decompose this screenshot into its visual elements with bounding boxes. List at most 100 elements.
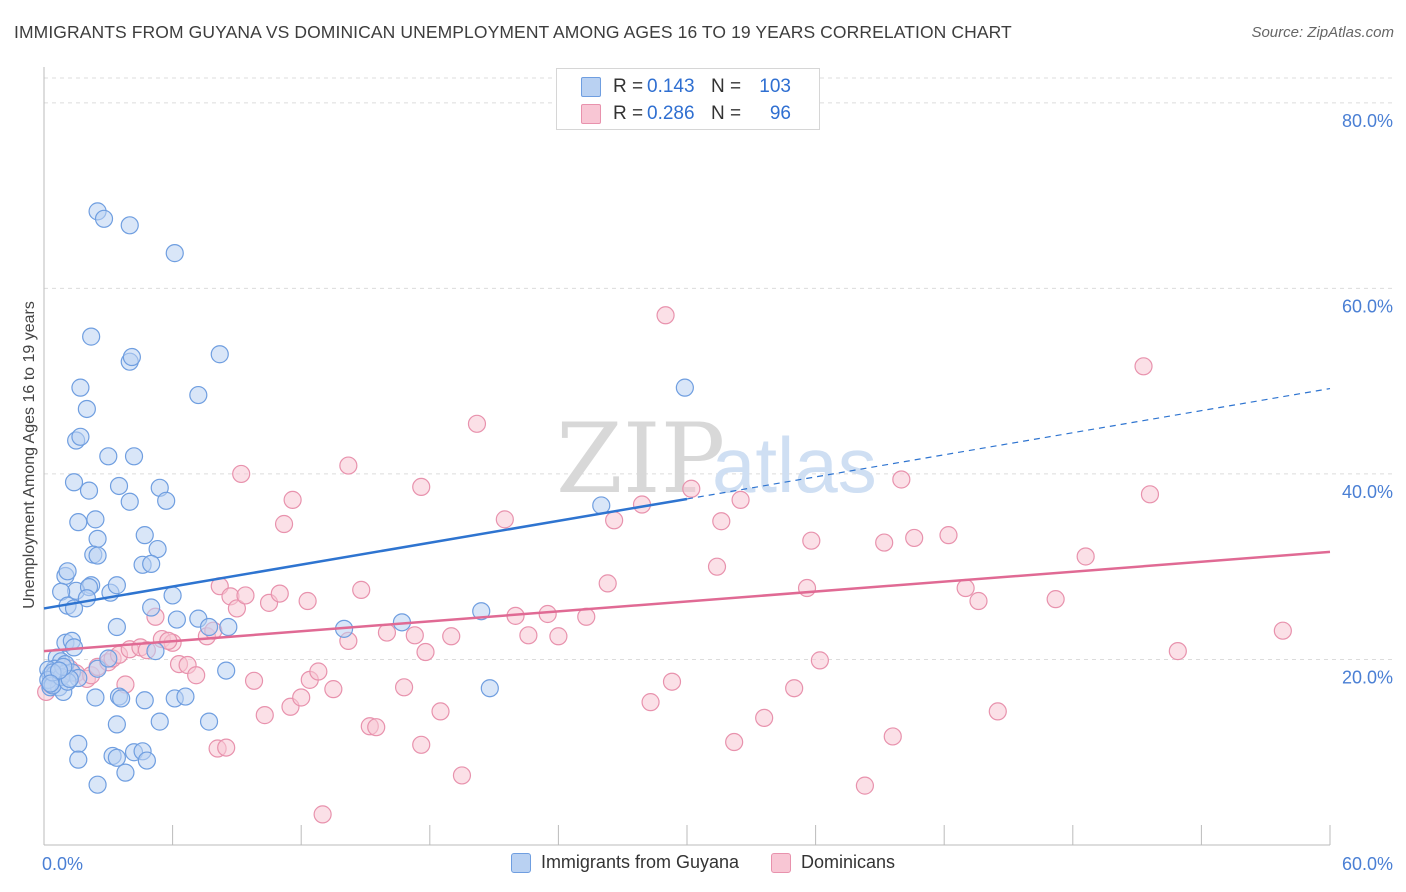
point-guyana <box>58 562 77 581</box>
point-guyana <box>150 712 169 731</box>
point-dominicans <box>939 526 958 545</box>
legend-label-guyana: Immigrants from Guyana <box>540 852 739 872</box>
point-guyana <box>99 447 118 466</box>
point-dominicans <box>442 627 461 646</box>
point-guyana <box>69 734 88 753</box>
point-dominicans <box>988 702 1007 721</box>
point-dominicans <box>416 642 435 662</box>
point-dominicans <box>956 578 975 598</box>
n-value: 103 <box>759 76 791 97</box>
point-guyana <box>88 546 107 565</box>
trend-guyana-extension <box>686 387 1331 500</box>
point-guyana <box>480 679 499 698</box>
trend-lines <box>43 387 1331 653</box>
point-dominicans <box>412 477 431 497</box>
point-guyana <box>167 610 186 629</box>
point-dominicans <box>731 490 750 509</box>
point-dominicans <box>707 557 727 576</box>
point-guyana <box>41 674 60 693</box>
point-guyana <box>107 715 126 734</box>
point-dominicans <box>810 651 829 670</box>
r-value: 0.286 <box>647 103 695 124</box>
point-dominicans <box>352 580 371 599</box>
point-guyana <box>77 399 96 419</box>
point-dominicans <box>538 604 557 624</box>
point-guyana <box>176 687 195 706</box>
point-guyana <box>124 447 144 466</box>
x-tick-label-min: 0.0% <box>42 854 83 874</box>
point-dominicans <box>394 678 414 697</box>
legend-item-dominicans[interactable]: Dominicans <box>771 852 895 873</box>
point-dominicans <box>905 528 924 548</box>
point-dominicans <box>377 623 397 642</box>
point-guyana <box>219 617 238 637</box>
point-guyana <box>142 598 161 617</box>
point-dominicans <box>367 718 386 737</box>
point-dominicans <box>495 510 514 529</box>
point-dominicans <box>969 591 988 611</box>
x-tick-label-max: 60.0% <box>1342 854 1393 874</box>
point-dominicans <box>662 672 682 691</box>
point-dominicans <box>598 574 617 593</box>
point-dominicans <box>725 732 744 752</box>
point-dominicans <box>802 531 821 550</box>
point-dominicans <box>244 671 264 690</box>
y-tick-label: 80.0% <box>1342 111 1393 131</box>
point-dominicans <box>283 490 302 509</box>
point-dominicans <box>1134 357 1153 376</box>
point-guyana <box>86 510 105 529</box>
legend-label-dominicans: Dominicans <box>801 852 896 872</box>
point-dominicans <box>875 533 894 552</box>
point-guyana <box>49 661 69 680</box>
point-dominicans <box>298 591 317 611</box>
point-dominicans <box>883 727 902 746</box>
point-guyana <box>79 481 99 500</box>
point-dominicans <box>217 738 236 757</box>
legend-swatch-pink <box>771 852 791 873</box>
legend-swatch-blue <box>581 77 601 97</box>
point-dominicans <box>227 599 246 618</box>
point-dominicans <box>1140 485 1160 504</box>
y-tick-label: 40.0% <box>1342 482 1393 502</box>
axes <box>43 67 1331 846</box>
point-guyana <box>94 209 114 228</box>
point-dominicans <box>324 680 343 699</box>
legend-row-dominicans: R = 0.286 N = 96 <box>581 102 791 126</box>
point-dominicans <box>232 464 251 484</box>
point-dominicans <box>755 708 774 728</box>
point-guyana <box>71 427 90 446</box>
point-guyana <box>199 712 219 731</box>
r-label: R = <box>613 76 644 97</box>
point-guyana <box>122 347 141 367</box>
legend-item-guyana[interactable]: Immigrants from Guyana <box>510 852 739 873</box>
point-guyana <box>120 492 139 511</box>
point-dominicans <box>467 414 487 433</box>
point-guyana <box>69 513 88 532</box>
point-dominicans <box>313 805 332 824</box>
point-guyana <box>99 649 118 668</box>
point-guyana <box>109 476 129 496</box>
point-dominicans <box>785 679 804 698</box>
point-dominicans <box>187 666 206 685</box>
point-dominicans <box>892 470 911 489</box>
point-dominicans <box>270 584 289 603</box>
point-guyana <box>71 378 90 397</box>
point-dominicans <box>412 735 431 754</box>
trend-guyana <box>43 497 688 610</box>
point-guyana <box>157 491 176 510</box>
point-dominicans <box>292 688 311 707</box>
point-guyana <box>210 345 229 364</box>
y-tick-label: 60.0% <box>1342 296 1393 316</box>
point-dominicans <box>1076 547 1095 566</box>
point-guyana <box>135 526 154 545</box>
point-guyana <box>120 216 139 235</box>
point-guyana <box>675 378 694 397</box>
point-guyana <box>163 586 182 605</box>
point-dominicans <box>549 627 568 646</box>
point-guyana <box>88 775 107 794</box>
point-guyana <box>199 617 219 637</box>
point-guyana <box>146 642 165 661</box>
n-label: N = <box>711 76 742 97</box>
point-guyana <box>189 385 208 405</box>
point-dominicans <box>519 626 538 645</box>
